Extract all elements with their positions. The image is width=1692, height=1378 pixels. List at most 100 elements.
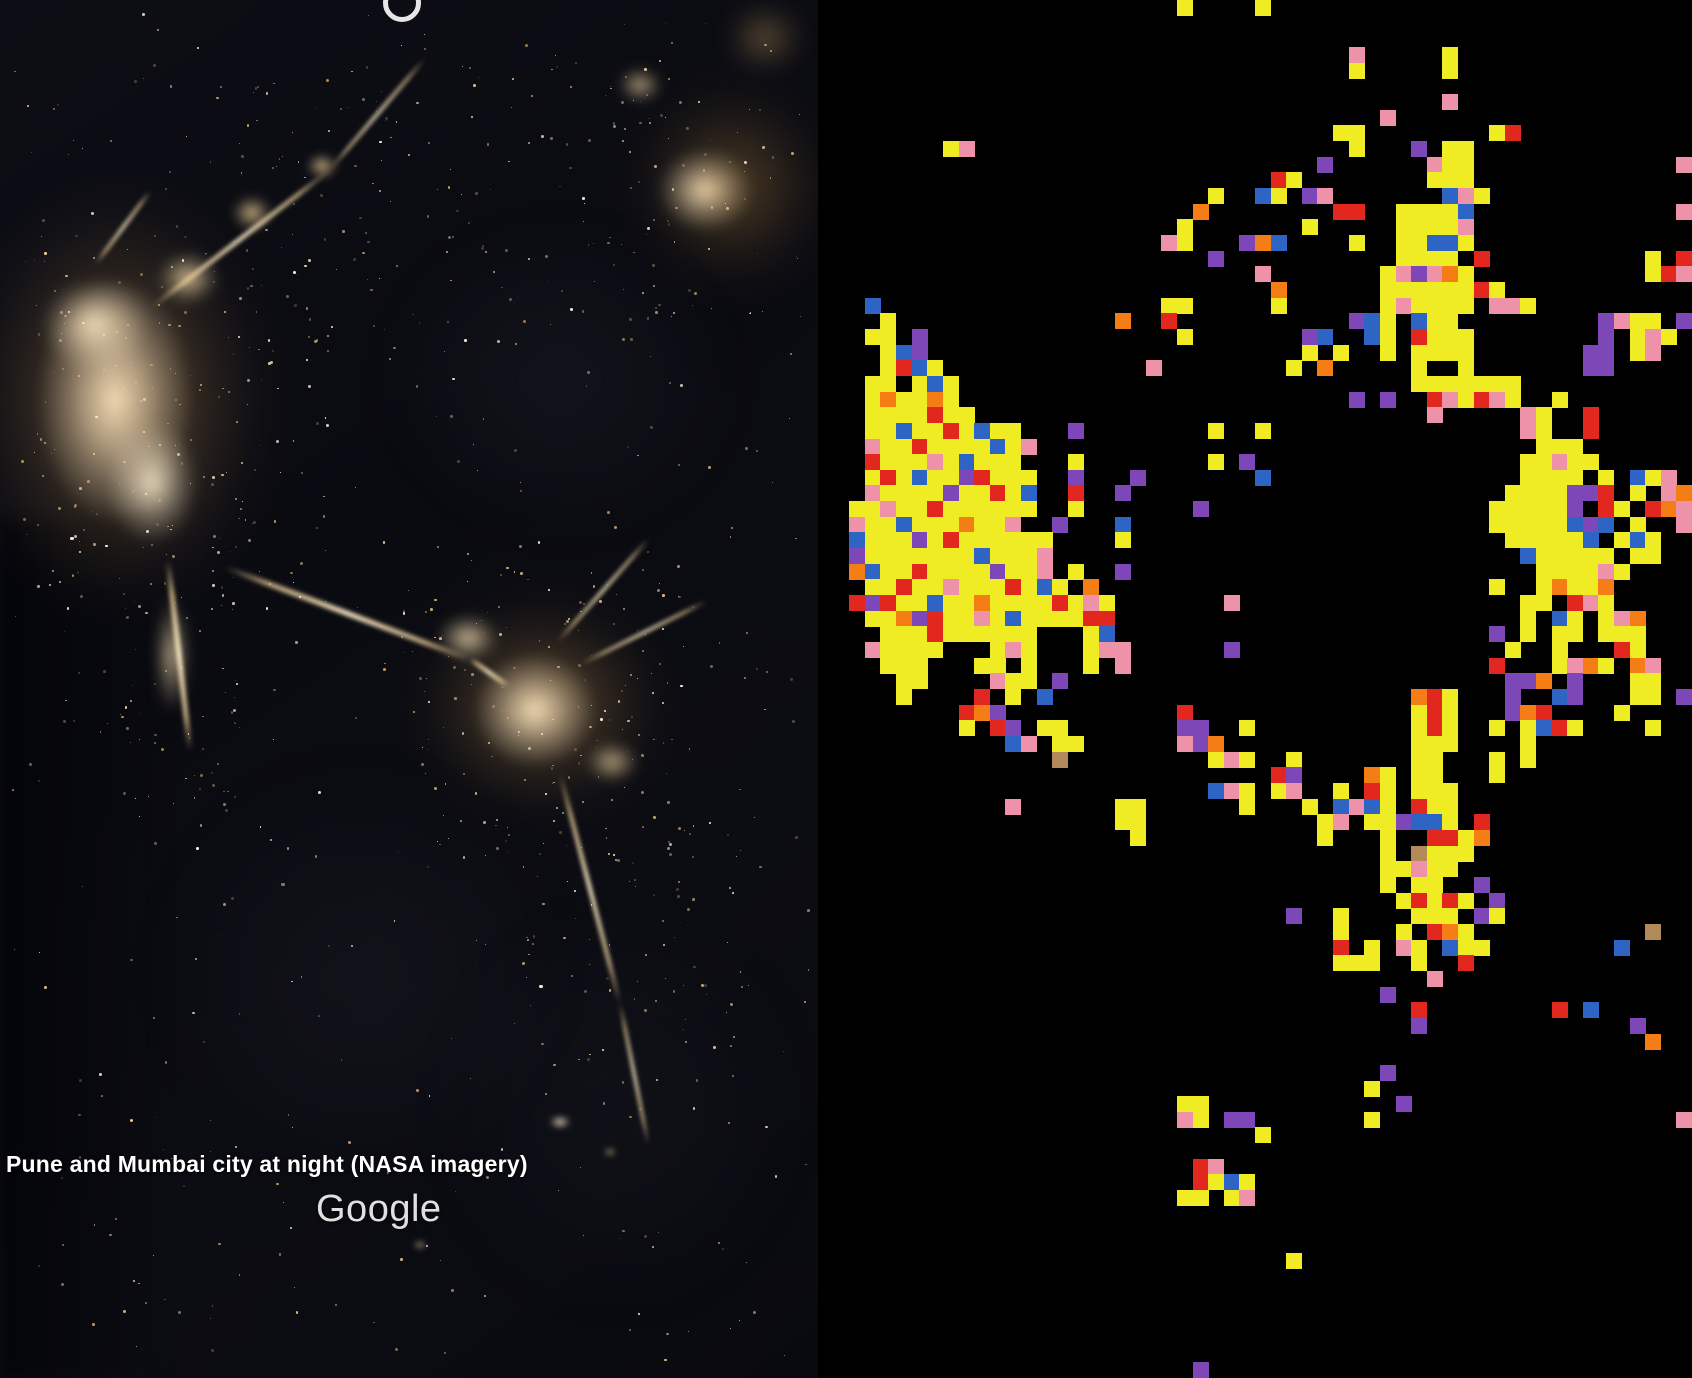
google-watermark-partial-g-icon [383,0,421,22]
class-pixel [1020,563,1037,580]
light-dot [380,625,383,627]
light-dot [364,231,367,234]
light-dot [590,572,593,574]
light-dot [655,311,658,315]
class-pixel [1457,375,1474,392]
light-dot [590,903,593,906]
light-dot [39,438,43,441]
light-dot [539,853,541,855]
class-pixel [1645,328,1662,345]
light-dot [239,297,242,300]
light-dot [210,1317,212,1320]
light-dot [152,1017,155,1020]
class-pixel [1457,297,1474,314]
light-dot [43,986,47,990]
class-pixel [896,563,912,580]
class-pixel [896,469,912,486]
light-dot [646,227,650,231]
class-pixel [1270,297,1287,314]
light-dot [664,977,666,979]
class-pixel [911,360,928,377]
class-pixel [974,595,991,611]
light-dot [211,483,214,486]
class-pixel [1083,626,1100,643]
light-dot [624,76,627,79]
light-dot [217,551,221,555]
light-dot [375,101,377,103]
class-pixel [974,485,991,502]
light-dot [557,1189,560,1192]
light-dot [788,417,790,419]
light-dot [639,100,642,103]
class-pixel [1426,970,1443,987]
light-dot [155,522,159,526]
light-dot [592,242,594,244]
light-dot [654,165,658,169]
light-dot [35,304,38,307]
light-dot [355,717,358,720]
class-pixel [1098,626,1115,643]
class-pixel [1411,689,1428,705]
class-pixel [1457,344,1474,361]
light-dot [161,285,164,288]
class-pixel [1535,673,1552,690]
class-pixel [849,595,866,611]
light-dot [667,220,669,222]
class-pixel [1426,234,1443,251]
class-pixel [1504,689,1521,705]
class-pixel [1645,250,1662,267]
class-pixel [989,563,1006,580]
light-dot [659,60,661,62]
class-pixel [1177,328,1193,345]
light-dot [212,475,216,479]
class-pixel [1411,751,1428,768]
light-dot [805,1163,807,1166]
light-dot [258,225,260,227]
class-pixel [1348,798,1365,815]
terrain-patch [430,900,810,1320]
light-dot [385,120,387,122]
light-dot [622,140,625,143]
light-dot [640,790,644,794]
light-dot [388,357,392,361]
class-pixel [974,657,991,674]
class-pixel [1614,642,1630,658]
class-pixel [1005,485,1022,502]
class-pixel [1473,375,1490,392]
light-dot [444,350,446,352]
class-pixel [911,626,928,643]
class-pixel [1067,563,1084,580]
light-dot [164,669,167,672]
light-dot [133,490,135,492]
light-dot [122,1309,126,1313]
class-pixel [1442,344,1459,361]
class-pixel [1426,908,1443,925]
class-pixel [1645,548,1662,565]
light-dot [159,444,162,447]
light-dot [49,584,51,586]
light-dot [292,132,293,134]
light-dot [158,499,162,503]
class-pixel [1442,375,1459,392]
light-dot [421,747,424,749]
light-dot [23,517,27,521]
class-pixel [880,454,897,471]
class-pixel [911,579,928,596]
light-dot [468,67,471,70]
class-pixel [1567,595,1584,611]
light-dot [731,1074,734,1077]
class-pixel [1551,438,1568,455]
class-pixel [989,501,1006,518]
light-dot [145,611,148,614]
light-dot [235,680,237,682]
light-dot [799,315,801,317]
class-pixel [927,438,944,455]
class-pixel [896,344,912,361]
class-pixel [1145,360,1162,377]
light-dot [73,139,75,141]
light-dot [454,1190,457,1192]
class-pixel [1489,516,1506,533]
light-dot [380,160,382,162]
class-pixel [1426,344,1443,361]
light-dot [300,976,303,978]
